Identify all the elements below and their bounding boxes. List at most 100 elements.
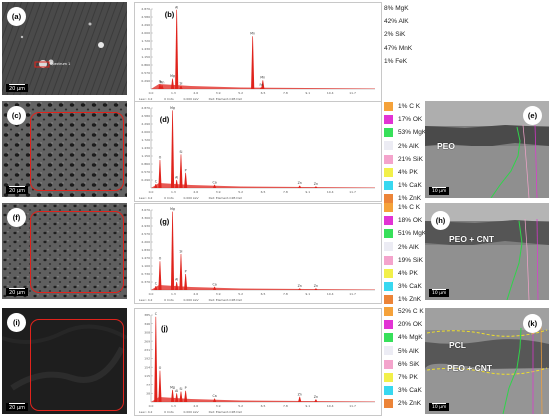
element-color-swatch	[384, 215, 393, 225]
x-tick-label: 10.4	[327, 292, 334, 296]
peak-label: C	[155, 312, 158, 316]
composition-row: 4% MgK	[384, 332, 424, 345]
x-tick-label: 5.2	[238, 292, 243, 296]
peak-label: Al	[175, 5, 178, 9]
y-tick-label: 0.370	[141, 280, 150, 284]
y-tick-label: 2.930	[141, 224, 150, 228]
composition-row: 4% PK	[384, 268, 426, 281]
x-tick-label: 9.1	[305, 91, 310, 95]
composition-row: 1% ZnK	[384, 294, 426, 307]
peak-label: Al	[175, 176, 178, 180]
composition-text: 20% OK	[398, 321, 423, 329]
composition-text: 1% ZnK	[398, 296, 422, 304]
panel-tag-j: (j)	[155, 319, 174, 338]
composition-text: 5% AlK	[398, 347, 419, 355]
x-tick-label: 9.1	[305, 190, 310, 194]
y-tick-label: 0.290	[141, 178, 150, 182]
spectrum-peak	[314, 186, 318, 188]
spectrum-peak	[175, 282, 179, 290]
x-tick-label: 2.6	[193, 404, 198, 408]
composition-row: 19% SiK	[384, 255, 426, 268]
spectrum-plot-d: 2.870 2.580 2.290 2.000 1.720 1.430 1.150 0.860…	[139, 106, 375, 200]
peak-label: Si	[180, 81, 183, 85]
y-tick-label: 1.150	[141, 154, 150, 158]
x-tick-label: 11.7	[349, 91, 356, 95]
spectrum-peak	[170, 211, 175, 290]
spectrum-peak	[259, 87, 263, 89]
y-tick-label: 308	[144, 331, 150, 335]
composition-list-g: 1% C K 18% OK 51% MgK 2% AlK 19% SiK 4% PK 3% …	[384, 202, 426, 308]
x-tick-label: 1.3	[171, 404, 176, 408]
panel-tag-f: (f)	[7, 208, 26, 227]
composition-text: 2% AlK	[398, 243, 419, 251]
x-tick-label: 10.4	[327, 190, 334, 194]
sem-image-c: (c) 20 µm	[2, 101, 127, 197]
spectrum-peak	[175, 9, 179, 89]
spectrum-peak	[314, 399, 318, 402]
y-tick-label: 1.470	[141, 256, 150, 260]
peak-label: O	[159, 80, 162, 84]
eds-spectrum-d: (d) 2.870 2.580 2.290 2.000 1.720 1.430 1.150 0…	[134, 101, 382, 202]
element-color-swatch	[384, 319, 393, 329]
eds-spectrum-b: (b) 2.870 2.580 2.290 2.000 1.720 1.430 1.150 0…	[134, 2, 382, 103]
cross-section-h: (h) PEO + CNT 10 µm	[425, 203, 549, 300]
peak-label: Si	[180, 387, 183, 391]
x-tick-label: 10.4	[327, 404, 334, 408]
spectrum-footer-text: 0.000 keV	[184, 196, 200, 200]
composition-text: 51% MgK	[398, 230, 427, 238]
peak-label: Mg	[170, 106, 175, 110]
composition-row: 2% ZnK	[384, 398, 424, 411]
peak-label: Ca	[212, 282, 216, 286]
y-tick-label: 0.570	[141, 71, 150, 75]
spectrum-peak	[158, 261, 162, 290]
spectrum-plot-j: 385 346 308 269 231 192 154 115 77 38 0.0 1.3 2.6 3.9…	[139, 312, 375, 414]
spectrum-peak	[251, 36, 255, 89]
composition-row: 5% AlK	[384, 346, 424, 359]
composition-row: 1% FeK	[384, 56, 412, 69]
element-color-swatch	[384, 229, 393, 239]
spectrum-peak	[212, 398, 217, 402]
element-color-swatch	[384, 399, 393, 409]
peak-label: Zn	[314, 395, 318, 399]
analysis-region-frame	[30, 319, 124, 411]
peak-label: Al	[175, 278, 178, 282]
scale-bar-f: 20 µm	[6, 288, 29, 296]
x-tick-label: 1.3	[171, 292, 176, 296]
y-tick-label: 2.570	[141, 232, 150, 236]
composition-text: 1% C K	[398, 103, 421, 110]
x-tick-label: 5.2	[238, 91, 243, 95]
cross-section-k: (k) PCL PEO + CNT 10 µm	[425, 308, 549, 414]
x-tick-label: 6.5	[261, 190, 266, 194]
composition-text: 53% MgK	[398, 129, 427, 137]
spectrum-peak	[298, 396, 302, 402]
composition-text: 3% CaK	[398, 283, 422, 291]
y-tick-label: 0.730	[141, 272, 150, 276]
scale-bar-h: 10 µm	[429, 289, 450, 297]
peak-label: Mn	[250, 32, 255, 36]
y-tick-label: 2.290	[141, 23, 150, 27]
composition-list-b: 8% MgK 42% AlK 2% SiK 47% MnK 1% FeK	[384, 3, 412, 69]
peak-label: Mn	[160, 81, 165, 85]
composition-row: 20% OK	[384, 319, 424, 332]
composition-row: 53% MgK	[384, 127, 426, 140]
element-color-swatch	[384, 141, 393, 151]
x-tick-label: 6.5	[261, 404, 266, 408]
spectrum-footer-text: 0 Cnts	[164, 298, 174, 302]
scale-bar-i: 20 µm	[6, 403, 29, 411]
spectrum-peak	[175, 393, 179, 402]
spectrum-peak	[184, 172, 188, 188]
composition-row: 3% CaK	[384, 281, 426, 294]
element-color-swatch	[384, 372, 393, 382]
composition-text: 1% C K	[398, 204, 421, 211]
y-tick-label: 0.570	[141, 170, 150, 174]
bremsstrahlung-background	[151, 84, 375, 89]
x-tick-label: 9.1	[305, 292, 310, 296]
sem-image-a: Spectrum 1 (a) 20 µm	[2, 2, 127, 95]
composition-row: 18% OK	[384, 215, 426, 228]
spectrum-peak	[170, 78, 175, 89]
x-tick-label: 0.0	[149, 404, 154, 408]
eds-spectrum-j: (j) 385 346 308 269 231 192 154 115 77 38 0.0 1.3 2.…	[134, 308, 382, 416]
composition-row: 1% ZnK	[384, 193, 426, 206]
spectrum-footer-text: Lsec: 4.2	[139, 298, 153, 302]
y-tick-label: 2.870	[141, 106, 150, 110]
